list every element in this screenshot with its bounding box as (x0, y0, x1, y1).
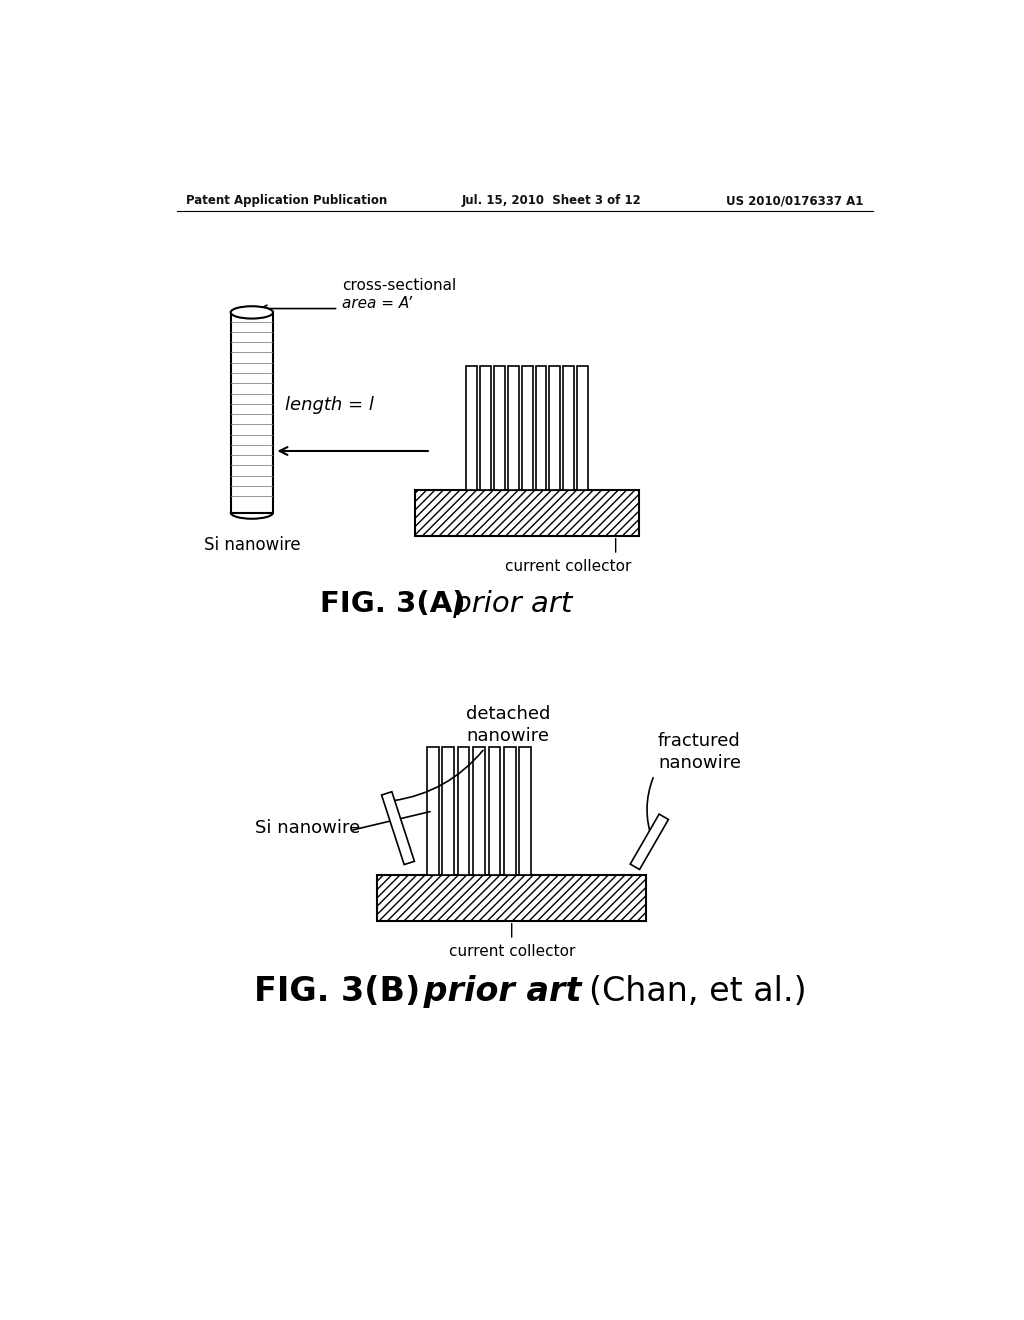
Text: FIG. 3(A): FIG. 3(A) (319, 590, 465, 618)
Bar (519, 747, 531, 875)
Bar (536, 366, 547, 490)
Bar (550, 366, 560, 490)
Bar (416, 490, 639, 536)
Bar (578, 366, 588, 490)
Text: area = A’: area = A’ (342, 296, 413, 312)
Text: fractured: fractured (658, 733, 740, 750)
Bar (504, 747, 515, 875)
Text: prior art: prior art (412, 974, 593, 1007)
Text: FIG. 3(B): FIG. 3(B) (254, 974, 420, 1007)
Bar (480, 366, 490, 490)
Text: current collector: current collector (449, 944, 574, 958)
Bar (508, 366, 518, 490)
Bar (488, 747, 500, 875)
Ellipse shape (230, 306, 273, 318)
Text: Si nanowire: Si nanowire (204, 536, 300, 553)
Bar (630, 814, 669, 870)
Bar (521, 366, 532, 490)
Text: current collector: current collector (505, 558, 631, 574)
Text: cross-sectional: cross-sectional (342, 279, 457, 293)
Text: (Chan, et al.): (Chan, et al.) (589, 974, 806, 1007)
Bar (382, 792, 415, 865)
Text: Si nanowire: Si nanowire (255, 818, 360, 837)
Bar (473, 747, 484, 875)
Bar (442, 747, 454, 875)
Text: length = l: length = l (285, 396, 374, 413)
Text: US 2010/0176337 A1: US 2010/0176337 A1 (726, 194, 863, 207)
Bar (563, 366, 574, 490)
Text: nanowire: nanowire (658, 754, 741, 772)
Text: Patent Application Publication: Patent Application Publication (186, 194, 387, 207)
Text: Jul. 15, 2010  Sheet 3 of 12: Jul. 15, 2010 Sheet 3 of 12 (462, 194, 641, 207)
Bar (494, 366, 505, 490)
Text: prior art: prior art (443, 590, 572, 618)
Bar (230, 313, 273, 512)
Bar (377, 875, 646, 921)
Text: nanowire: nanowire (466, 726, 549, 744)
Bar (427, 747, 438, 875)
Bar (466, 366, 477, 490)
Text: detached: detached (466, 705, 550, 723)
Bar (458, 747, 469, 875)
